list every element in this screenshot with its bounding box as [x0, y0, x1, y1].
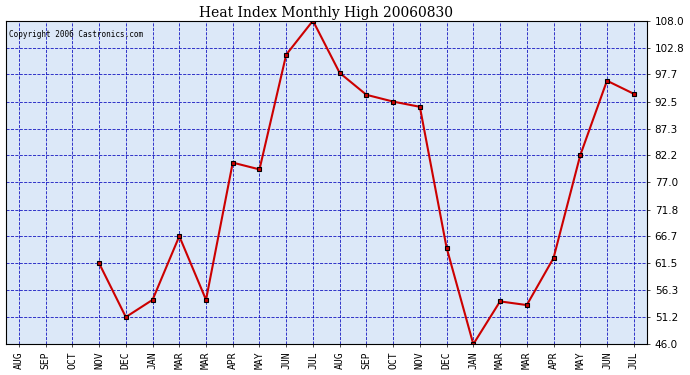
Text: Copyright 2006 Castronics.com: Copyright 2006 Castronics.com: [9, 30, 143, 39]
Title: Heat Index Monthly High 20060830: Heat Index Monthly High 20060830: [199, 6, 453, 20]
